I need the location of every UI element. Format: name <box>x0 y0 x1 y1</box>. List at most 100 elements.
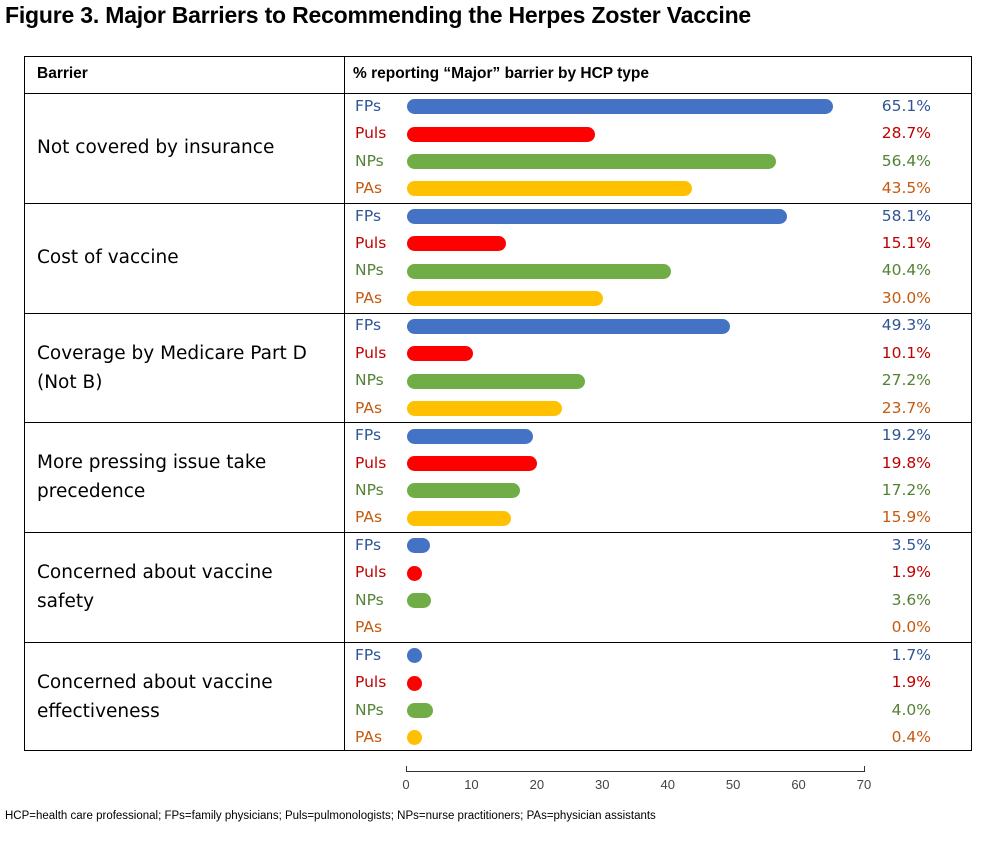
bar-puls <box>407 236 506 252</box>
bar-fps <box>407 428 533 444</box>
value-label-puls: 28.7% <box>881 124 931 143</box>
barrier-label: Concerned about vaccine safety <box>37 558 337 616</box>
value-label-nps: 17.2% <box>881 480 931 499</box>
barrier-label: Cost of vaccine <box>37 243 337 272</box>
value-label-nps: 56.4% <box>881 151 931 170</box>
value-label-fps: 3.5% <box>891 535 931 554</box>
x-axis-line <box>406 771 864 772</box>
hcp-label-fps: FPs <box>355 96 382 115</box>
x-tick-label: 0 <box>402 777 410 792</box>
hcp-label-fps: FPs <box>355 426 382 445</box>
value-label-nps: 27.2% <box>881 371 931 390</box>
x-axis-tick <box>864 766 865 772</box>
x-tick-label: 50 <box>725 777 741 792</box>
row-divider <box>25 422 971 424</box>
value-label-fps: 49.3% <box>881 316 931 335</box>
hcp-label-nps: NPs <box>355 151 384 170</box>
value-label-nps: 3.6% <box>891 590 931 609</box>
row-divider <box>25 93 971 94</box>
bar-pas <box>407 401 563 416</box>
barrier-label: Concerned about vaccine effectiveness <box>37 668 337 726</box>
figure-title: Figure 3. Major Barriers to Recommending… <box>5 2 752 28</box>
bar-fps <box>407 538 430 554</box>
value-label-pas: 23.7% <box>881 398 931 417</box>
barrier-label-line: Concerned about vaccine <box>37 562 273 584</box>
x-tick-label: 20 <box>529 777 545 792</box>
bar-puls <box>407 456 537 471</box>
hcp-label-puls: Puls <box>355 673 387 692</box>
hcp-label-pas: PAs <box>355 398 383 417</box>
row-divider <box>25 202 971 204</box>
bar-fps <box>407 648 422 664</box>
bar-nps <box>407 373 585 389</box>
hcp-label-puls: Puls <box>355 453 387 472</box>
barrier-label-line: More pressing issue take <box>37 452 267 474</box>
bar-pas <box>407 730 422 746</box>
value-label-puls: 10.1% <box>881 343 931 362</box>
value-label-puls: 1.9% <box>891 673 931 692</box>
value-label-puls: 19.8% <box>881 453 931 472</box>
value-label-pas: 0.0% <box>891 618 931 637</box>
barrier-label-line: precedence <box>37 481 146 503</box>
column-divider <box>344 57 345 750</box>
bar-puls <box>407 675 422 691</box>
hcp-label-nps: NPs <box>355 480 384 499</box>
hcp-label-nps: NPs <box>355 371 384 390</box>
hcp-label-fps: FPs <box>355 645 382 664</box>
value-label-fps: 1.7% <box>891 645 931 664</box>
hcp-label-fps: FPs <box>355 316 382 335</box>
hcp-label-puls: Puls <box>355 124 387 143</box>
value-label-puls: 15.1% <box>881 233 931 252</box>
x-axis-tick <box>406 766 407 772</box>
bar-nps <box>407 703 434 718</box>
value-label-fps: 58.1% <box>881 206 931 225</box>
barrier-label-line: Not covered by insurance <box>37 137 275 159</box>
value-label-pas: 30.0% <box>881 288 931 307</box>
hcp-label-pas: PAs <box>355 727 383 746</box>
value-label-nps: 40.4% <box>881 261 931 280</box>
value-label-nps: 4.0% <box>891 700 931 719</box>
bar-pas <box>407 291 604 307</box>
bar-puls <box>407 126 595 142</box>
bar-pas <box>407 510 512 526</box>
barrier-label: Not covered by insurance <box>37 133 337 162</box>
row-divider <box>25 532 971 534</box>
x-tick-label: 10 <box>464 777 479 792</box>
bar-fps <box>407 99 833 115</box>
hcp-label-nps: NPs <box>355 590 384 609</box>
barrier-label-line: safety <box>37 591 95 613</box>
barrier-label: More pressing issue take precedence <box>37 448 337 506</box>
value-label-fps: 19.2% <box>881 426 931 445</box>
value-label-pas: 43.5% <box>881 178 931 197</box>
hcp-label-pas: PAs <box>355 508 383 527</box>
x-tick-label: 40 <box>660 777 675 792</box>
bar-fps <box>407 209 788 224</box>
value-label-pas: 15.9% <box>881 508 931 527</box>
barrier-label-line: Concerned about vaccine <box>37 671 273 693</box>
value-label-puls: 1.9% <box>891 563 931 582</box>
hcp-label-fps: FPs <box>355 535 382 554</box>
barrier-label-line: (Not B) <box>37 371 103 393</box>
measure-column-header: % reporting “Major” barrier by HCP type <box>353 65 649 82</box>
bar-fps <box>407 318 730 334</box>
barrier-label: Coverage by Medicare Part D (Not B) <box>37 339 337 397</box>
value-label-pas: 0.4% <box>891 727 931 746</box>
barrier-label-line: Coverage by Medicare Part D <box>37 342 307 364</box>
bar-puls <box>407 565 422 581</box>
row-divider <box>25 642 971 643</box>
hcp-label-puls: Puls <box>355 233 387 252</box>
barrier-table: Barrier % reporting “Major” barrier by H… <box>24 56 972 751</box>
hcp-label-nps: NPs <box>355 261 384 280</box>
hcp-label-pas: PAs <box>355 288 383 307</box>
footnote: HCP=health care professional; FPs=family… <box>5 810 656 822</box>
barrier-label-line: Cost of vaccine <box>37 247 179 269</box>
x-tick-label: 30 <box>595 777 610 792</box>
x-tick-label: 60 <box>791 777 806 792</box>
bar-nps <box>407 483 520 499</box>
barrier-label-line: effectiveness <box>37 700 160 722</box>
bar-nps <box>407 154 777 169</box>
bar-nps <box>407 593 431 609</box>
hcp-label-pas: PAs <box>355 178 383 197</box>
hcp-label-puls: Puls <box>355 343 387 362</box>
hcp-label-nps: NPs <box>355 700 384 719</box>
